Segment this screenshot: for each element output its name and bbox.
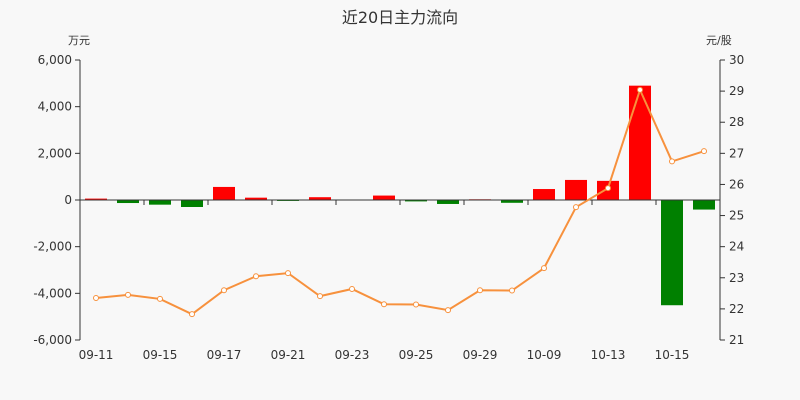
bar-10-14 bbox=[629, 85, 651, 200]
price-point-09-18 bbox=[253, 273, 259, 280]
bar-10-12 bbox=[565, 179, 587, 200]
right-tick-label: 23 bbox=[729, 271, 744, 285]
x-tick-label: 09-23 bbox=[335, 348, 370, 362]
left-tick-label: -6,000 bbox=[33, 333, 72, 347]
price-point-09-22 bbox=[317, 293, 323, 300]
x-tick-label: 09-25 bbox=[399, 348, 434, 362]
right-tick-label: 27 bbox=[729, 146, 744, 160]
price-point-10-16 bbox=[701, 148, 707, 155]
x-tick-label: 09-11 bbox=[79, 348, 114, 362]
x-tick-label: 09-15 bbox=[143, 348, 178, 362]
chart-title: 近20日主力流向 bbox=[341, 8, 459, 27]
bar-09-14 bbox=[117, 200, 139, 204]
bar-09-11 bbox=[85, 198, 107, 200]
right-tick-label: 30 bbox=[729, 53, 744, 67]
price-point-09-14 bbox=[125, 291, 131, 298]
bar-09-24 bbox=[373, 195, 395, 200]
left-tick-label: -2,000 bbox=[33, 240, 72, 254]
price-point-10-12 bbox=[573, 204, 579, 211]
x-tick-label: 09-17 bbox=[207, 348, 242, 362]
price-point-09-11 bbox=[93, 295, 99, 301]
right-tick-label: 21 bbox=[729, 333, 744, 347]
bar-09-25 bbox=[405, 200, 427, 202]
price-point-10-13 bbox=[605, 185, 611, 192]
bar-09-18 bbox=[245, 197, 267, 200]
left-axis-unit: 万元 bbox=[68, 34, 90, 47]
left-tick-label: -4,000 bbox=[33, 286, 72, 300]
x-tick-label: 10-13 bbox=[591, 348, 626, 362]
right-tick-label: 28 bbox=[729, 115, 744, 129]
x-tick-label: 09-21 bbox=[271, 348, 306, 362]
bar-09-30 bbox=[501, 200, 523, 203]
price-line bbox=[95, 87, 705, 316]
price-point-10-09 bbox=[541, 265, 547, 272]
bar-09-16 bbox=[181, 200, 203, 207]
price-point-09-16 bbox=[189, 311, 195, 318]
right-tick-label: 24 bbox=[729, 240, 744, 254]
bar-09-28 bbox=[437, 200, 459, 204]
price-point-10-14 bbox=[637, 86, 643, 93]
left-tick-label: 2,000 bbox=[38, 146, 72, 160]
bar-10-15 bbox=[661, 200, 683, 306]
left-tick-label: 4,000 bbox=[38, 100, 72, 114]
price-point-09-29 bbox=[477, 287, 483, 294]
price-point-09-25 bbox=[413, 301, 419, 308]
x-tick-label: 09-29 bbox=[463, 348, 498, 362]
bar-09-15 bbox=[149, 200, 171, 205]
bar-09-22 bbox=[309, 197, 331, 200]
bar-10-16 bbox=[693, 200, 715, 210]
right-tick-label: 26 bbox=[729, 177, 744, 191]
price-point-09-21 bbox=[285, 270, 291, 277]
bar-09-17 bbox=[213, 186, 235, 200]
price-point-09-23 bbox=[349, 285, 355, 292]
price-point-09-24 bbox=[381, 301, 387, 308]
bar-10-09 bbox=[533, 189, 555, 200]
right-tick-label: 25 bbox=[729, 209, 744, 223]
right-tick-label: 29 bbox=[729, 84, 744, 98]
x-tick-label: 10-15 bbox=[655, 348, 690, 362]
price-point-09-15 bbox=[157, 295, 163, 302]
price-point-09-30 bbox=[509, 287, 515, 294]
right-axis-unit: 元/股 bbox=[706, 34, 732, 47]
price-point-10-15 bbox=[669, 158, 675, 165]
left-tick-label: 0 bbox=[64, 193, 72, 207]
right-tick-label: 22 bbox=[729, 302, 744, 316]
left-tick-label: 6,000 bbox=[38, 53, 72, 67]
price-point-09-17 bbox=[221, 287, 227, 294]
x-tick-label: 10-09 bbox=[527, 348, 562, 362]
price-point-09-28 bbox=[445, 307, 451, 314]
